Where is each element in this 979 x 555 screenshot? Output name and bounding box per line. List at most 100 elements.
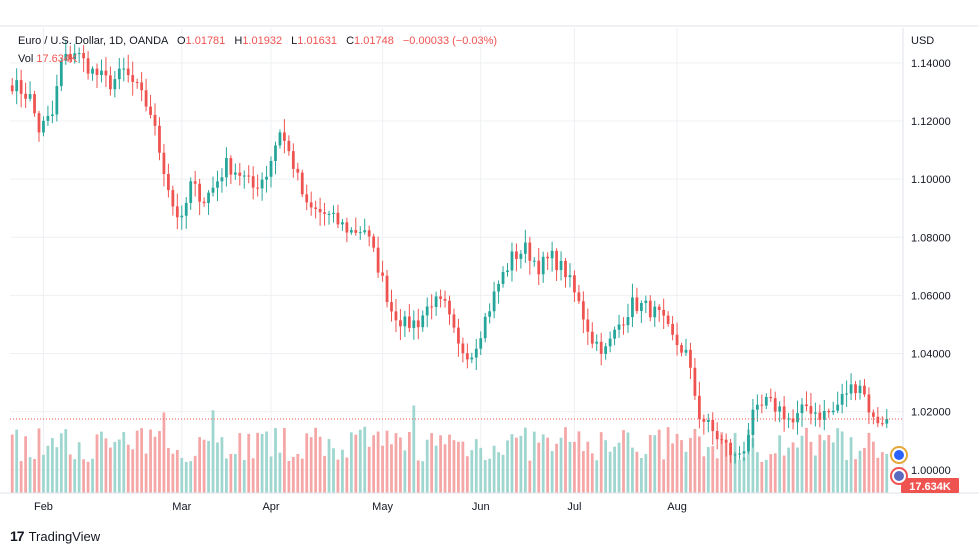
volume-bar: [416, 460, 420, 493]
volume-bar: [425, 439, 429, 493]
candle-body: [644, 300, 648, 304]
volume-bar: [448, 434, 451, 493]
candle-body: [523, 242, 527, 254]
tradingview-brand[interactable]: 17 TradingView: [10, 528, 100, 544]
candle-body: [796, 413, 799, 423]
volume-bar: [216, 442, 219, 493]
volume-bar: [769, 454, 773, 493]
volume-bar: [501, 454, 505, 493]
candle-body: [546, 256, 550, 259]
candle-body: [822, 410, 826, 420]
volume-bar: [314, 427, 318, 493]
candle-body: [831, 410, 835, 413]
volume-bar: [10, 434, 14, 493]
month-tick-label: Jul: [567, 501, 581, 513]
volume-bar: [247, 433, 251, 493]
candle-body: [764, 396, 768, 406]
close-label: C: [346, 35, 355, 47]
candle-body: [314, 207, 318, 209]
candle-body: [198, 183, 202, 202]
volume-bar: [385, 430, 389, 493]
candle-body: [327, 213, 331, 215]
volume-bar: [800, 435, 804, 493]
candle-body: [153, 114, 157, 126]
candle-body: [840, 393, 844, 405]
volume-bar: [153, 436, 157, 493]
volume-bar: [461, 441, 465, 493]
volume-bar: [675, 433, 679, 493]
volume-bar: [537, 442, 541, 493]
event-globe-icon[interactable]: [890, 446, 908, 464]
candle-body: [345, 222, 349, 233]
candle-body: [33, 94, 36, 114]
candle-body: [724, 439, 728, 443]
candle-body: [805, 404, 808, 407]
volume-bar: [457, 441, 460, 493]
candle-body: [813, 412, 817, 414]
volume-bar: [73, 459, 77, 493]
volume-bar: [555, 443, 558, 493]
volume-bar: [577, 431, 581, 493]
volume-bar: [55, 447, 59, 493]
price-axis[interactable]: 1.14000 1.12000 1.10000 1.08000 1.06000 1.040…: [902, 28, 951, 493]
candle-body: [291, 151, 295, 169]
volume-bar: [220, 437, 224, 493]
volume-bar: [42, 454, 45, 493]
candle-body: [274, 145, 277, 161]
volume-bar: [363, 426, 367, 493]
candle-body: [519, 253, 523, 259]
volume-bar: [724, 442, 728, 493]
volume-bar: [327, 439, 331, 493]
volume-bar: [715, 458, 719, 493]
low-label: L: [291, 35, 298, 47]
volume-bar: [184, 461, 188, 493]
volume-bar: [595, 460, 599, 493]
symbol-legend[interactable]: Euro / U.S. Dollar, 1D, OANDA O1.01781 H…: [18, 35, 497, 47]
volume-bar: [309, 437, 313, 493]
candle-body: [537, 260, 541, 275]
volume-bar: [541, 434, 545, 493]
volume-bar: [680, 440, 683, 493]
event-flag-icon[interactable]: [890, 467, 908, 485]
candle-body: [497, 283, 500, 292]
volume-bar: [697, 436, 701, 493]
volume-bar: [867, 432, 871, 493]
volume-bar: [233, 454, 237, 493]
candle-body: [573, 275, 576, 293]
candle-body: [305, 194, 309, 203]
volume-bar: [751, 438, 755, 493]
volume-bar: [193, 455, 197, 493]
vol-badge-label: 17.634K: [909, 481, 951, 493]
candle-body: [599, 341, 603, 354]
candle-body: [470, 357, 474, 360]
volume-bar: [755, 452, 759, 493]
volume-legend[interactable]: Vol 17.634K: [18, 53, 77, 65]
volume-bar: [109, 447, 112, 493]
volume-bar: [796, 447, 799, 493]
volume-bar: [671, 443, 674, 493]
volume-bar: [28, 457, 32, 493]
candle-body: [149, 106, 152, 115]
candle-body: [211, 187, 215, 193]
vol-badge: 17.634K: [901, 478, 959, 493]
volume-bar: [546, 437, 550, 493]
candle-body: [760, 404, 764, 406]
volume-bar: [631, 447, 634, 493]
volume-bar: [354, 434, 358, 493]
candle-body: [336, 212, 340, 225]
volume-bar: [523, 427, 527, 493]
candle-body: [269, 160, 273, 177]
candle-body: [622, 324, 625, 326]
candle-body: [684, 349, 688, 353]
volume-bar: [519, 435, 523, 493]
volume-bar: [452, 440, 456, 493]
candle-body: [309, 202, 313, 208]
volume-bar: [144, 453, 148, 493]
candle-body: [399, 320, 402, 327]
volume-bar: [845, 460, 848, 493]
volume-bar: [787, 447, 790, 493]
time-axis[interactable]: Feb Mar Apr May Jun Jul Aug: [0, 492, 979, 513]
volume-bar: [189, 461, 193, 493]
volume-bar: [37, 428, 41, 493]
